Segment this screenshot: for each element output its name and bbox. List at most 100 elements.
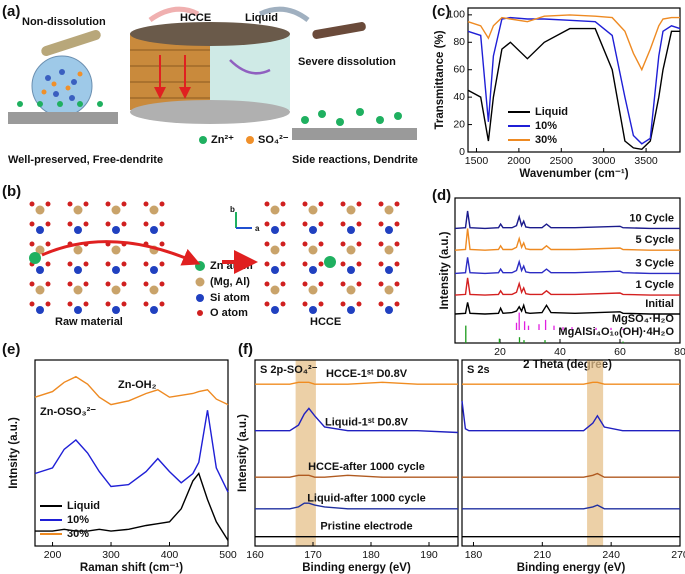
- si-atom: [385, 266, 393, 274]
- si-atom: [271, 266, 279, 274]
- mg-al-atom: [384, 205, 394, 215]
- x-tick-label: 500: [219, 549, 237, 561]
- si-atom: [74, 306, 82, 314]
- plot-frame: [461, 359, 681, 547]
- o-atom: [45, 281, 51, 287]
- o-atom: [143, 221, 149, 227]
- zn-atom: [324, 256, 336, 268]
- o-atom: [83, 201, 89, 207]
- o-atom: [159, 241, 165, 247]
- mg-al-atom: [308, 245, 318, 255]
- arrow: [229, 59, 271, 75]
- o-atom: [121, 301, 127, 307]
- o-atom: [67, 301, 73, 307]
- legend-label: 30%: [535, 134, 557, 146]
- series-line: [454, 302, 680, 315]
- o-atom: [159, 301, 165, 307]
- o-atom: [29, 201, 35, 207]
- mg-al-atom: [73, 205, 83, 215]
- mg-al-atom: [149, 205, 159, 215]
- si-atom: [36, 266, 44, 274]
- o-atom: [394, 261, 400, 267]
- o-atom: [302, 221, 308, 227]
- si-atom: [385, 226, 393, 234]
- o-atom: [280, 201, 286, 207]
- arrow: [148, 6, 200, 23]
- o-atom: [45, 301, 51, 307]
- mg-al-atom: [384, 285, 394, 295]
- o-atom: [67, 261, 73, 267]
- legend-label: Liquid: [535, 106, 568, 118]
- x-tick-label: 3500: [634, 155, 658, 167]
- plot-frame: [467, 7, 681, 153]
- x-tick-label: 20: [494, 346, 506, 358]
- x-tick-label: 40: [554, 346, 566, 358]
- mg-al-atom: [111, 285, 121, 295]
- x-axis-label: Raman shift (cm⁻¹): [80, 562, 183, 574]
- x-tick-label: 2000: [507, 155, 531, 167]
- mg-al-atom: [73, 245, 83, 255]
- si-atom: [112, 266, 120, 274]
- si-atom: [112, 306, 120, 314]
- o-atom: [105, 281, 111, 287]
- o-atom: [45, 221, 51, 227]
- o-atom: [378, 221, 384, 227]
- o-atom: [318, 221, 324, 227]
- series-line: [255, 502, 458, 510]
- cylinder-top: [130, 22, 290, 46]
- stripes: [130, 49, 210, 99]
- si-atom: [271, 226, 279, 234]
- highlight-band: [587, 360, 604, 546]
- y-axis-label: Intnsity (a.u.): [8, 417, 20, 489]
- x-tick-label: 210: [534, 549, 552, 561]
- dendrites: [301, 108, 402, 126]
- label: Raw material: [55, 316, 123, 328]
- o-atom: [29, 221, 35, 227]
- axis-label: b: [230, 205, 235, 214]
- y-axis-label: Intensity (a.u.): [439, 231, 451, 309]
- o-atom: [159, 201, 165, 207]
- si-atom: [150, 226, 158, 234]
- y-tick-label: 40: [453, 91, 465, 103]
- panel-b: (b) b a Raw material HCCE Zn atom (Mg, A…: [2, 183, 400, 328]
- legend-label: O atom: [210, 307, 248, 319]
- series-label: MgAlSi₄O₁₀(OH)·4H₂O: [558, 326, 674, 338]
- o-atom: [264, 201, 270, 207]
- legend-label: 30%: [67, 528, 89, 540]
- o-atom: [302, 281, 308, 287]
- series-label: Liquid-after 1000 cycle: [307, 493, 426, 505]
- x-tick-label: 160: [246, 549, 264, 561]
- mg-al-atom: [111, 245, 121, 255]
- series-label: 3 Cycle: [635, 257, 674, 269]
- y-axis-label: Transmittance (%): [434, 30, 446, 129]
- o-atom: [302, 201, 308, 207]
- label: Zn²⁺: [211, 134, 234, 146]
- arrow: [258, 6, 310, 23]
- legend-label: Si atom: [210, 292, 250, 304]
- series-label: HCCE-1ˢᵗ D0.8V: [326, 368, 408, 380]
- series-line: [35, 472, 229, 541]
- mg-al-atom: [149, 285, 159, 295]
- mg-al-atom: [346, 205, 356, 215]
- o-atom: [378, 301, 384, 307]
- o-atom: [121, 281, 127, 287]
- series-line: [467, 14, 680, 72]
- annotation: Zn-OH₂: [118, 379, 157, 391]
- o-atom: [302, 261, 308, 267]
- x-tick-label: 190: [420, 549, 438, 561]
- zn-icon: [199, 136, 207, 144]
- o-atom: [143, 261, 149, 267]
- series-line: [461, 400, 680, 432]
- series-line: [454, 277, 680, 296]
- o-atom: [29, 301, 35, 307]
- o-atom: [394, 301, 400, 307]
- x-tick-label: 3000: [592, 155, 616, 167]
- legend-label: 10%: [67, 514, 89, 526]
- series-line: [255, 474, 458, 478]
- x-tick-label: 300: [102, 549, 120, 561]
- o-atom: [356, 241, 362, 247]
- o-atom: [318, 261, 324, 267]
- panel-label: (a): [2, 3, 20, 20]
- arrow: [41, 240, 201, 266]
